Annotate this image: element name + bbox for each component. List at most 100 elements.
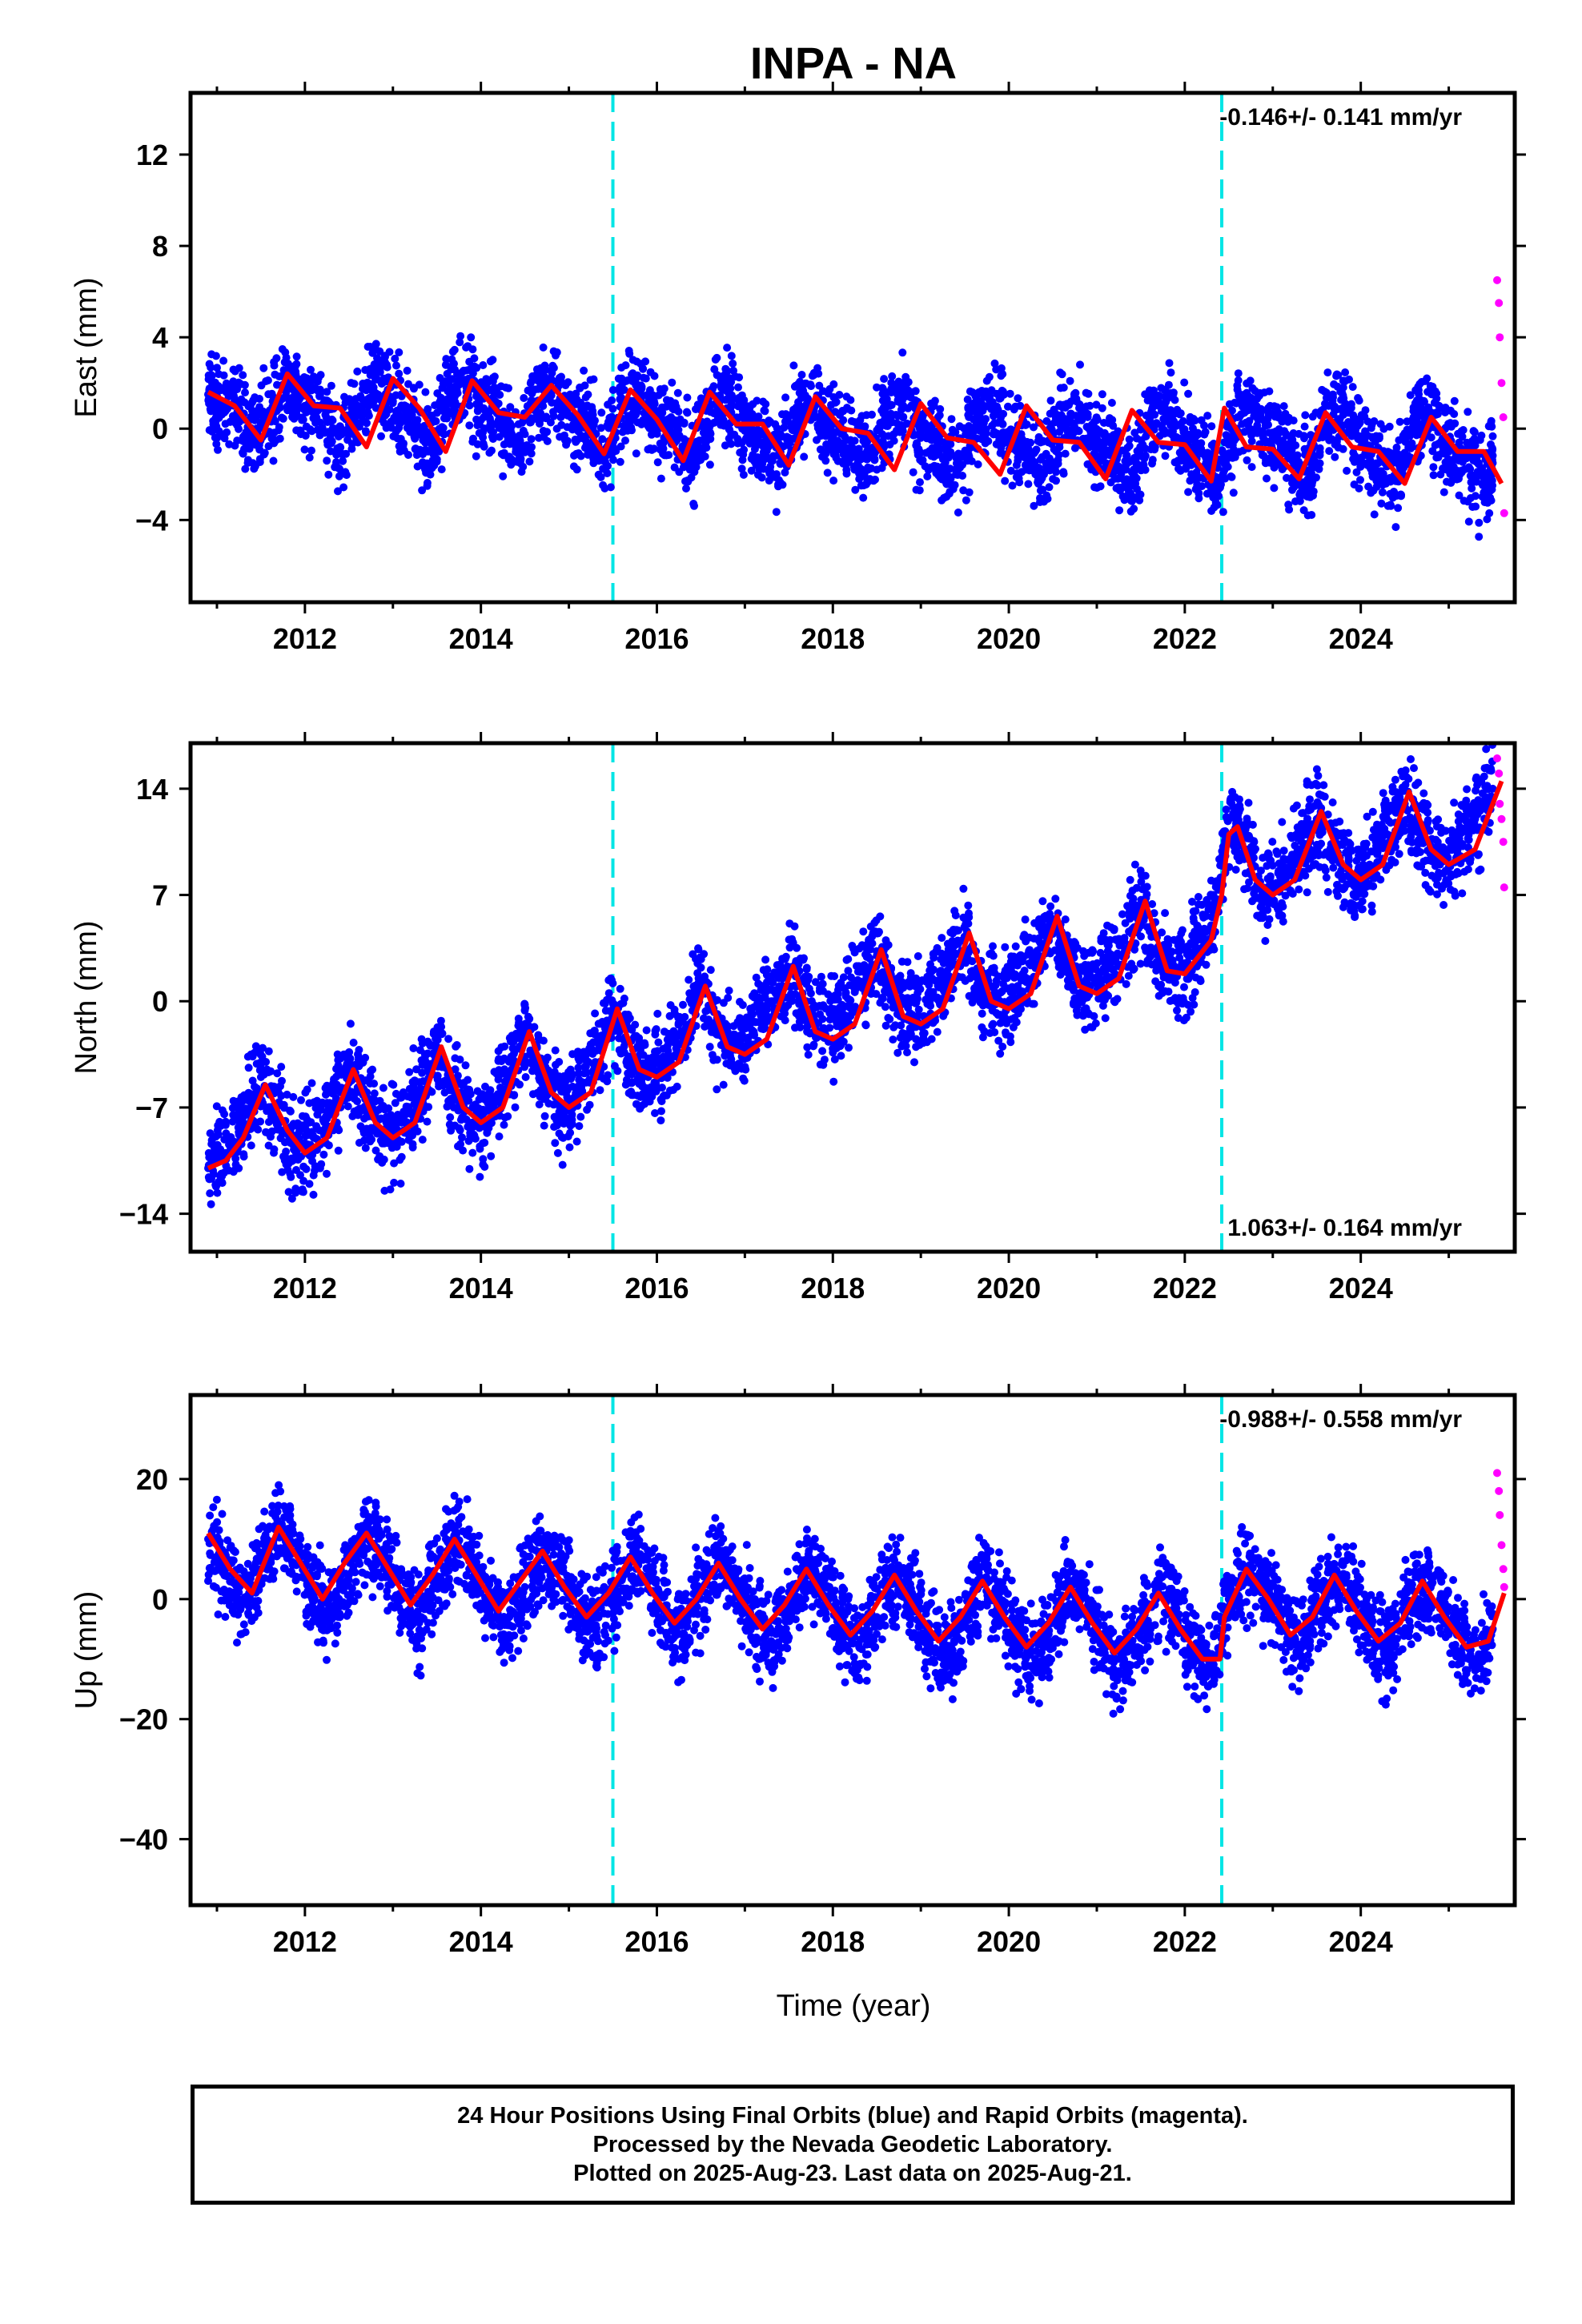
final-orbit-point bbox=[597, 408, 606, 417]
x-tick-label: 2024 bbox=[1329, 1272, 1393, 1305]
final-orbit-point bbox=[343, 436, 352, 444]
final-orbit-point bbox=[915, 486, 924, 495]
x-tick-label: 2022 bbox=[1153, 622, 1217, 655]
final-orbit-point bbox=[1022, 444, 1031, 453]
final-orbit-point bbox=[387, 1111, 396, 1120]
final-orbit-point bbox=[377, 432, 385, 440]
final-orbit-point bbox=[1339, 411, 1347, 420]
final-orbit-point bbox=[334, 487, 342, 496]
final-orbit-point bbox=[1396, 490, 1405, 499]
final-orbit-point bbox=[1315, 459, 1324, 468]
final-orbit-point bbox=[403, 366, 412, 375]
final-orbit-point bbox=[255, 403, 264, 412]
final-orbit-point bbox=[1142, 432, 1150, 440]
final-orbit-point bbox=[409, 1044, 418, 1052]
final-orbit-point bbox=[962, 430, 970, 439]
final-orbit-point bbox=[970, 415, 978, 424]
final-orbit-point bbox=[1296, 489, 1304, 497]
final-orbit-point bbox=[1395, 436, 1403, 444]
final-orbit-point bbox=[1122, 451, 1131, 460]
final-orbit-point bbox=[426, 470, 435, 479]
final-orbit-point bbox=[1288, 479, 1296, 488]
final-orbit-point bbox=[1203, 459, 1212, 468]
final-orbit-point bbox=[483, 379, 492, 388]
final-orbit-point bbox=[934, 443, 943, 452]
final-orbit-point bbox=[355, 1139, 363, 1147]
final-orbit-point bbox=[1220, 460, 1229, 468]
final-orbit-point bbox=[229, 1137, 238, 1146]
final-orbit-point bbox=[1330, 380, 1339, 388]
final-orbit-point bbox=[632, 449, 640, 458]
final-orbit-point bbox=[207, 1200, 215, 1208]
final-orbit-point bbox=[287, 1156, 296, 1165]
final-orbit-point bbox=[1387, 501, 1395, 510]
final-orbit-point bbox=[913, 448, 922, 456]
y-tick-label: 7 bbox=[152, 879, 168, 912]
rapid-orbit-point bbox=[1497, 379, 1506, 388]
final-orbit-point bbox=[288, 385, 297, 393]
final-orbit-point bbox=[1096, 482, 1105, 491]
final-orbit-point bbox=[300, 401, 309, 410]
final-orbit-point bbox=[673, 388, 682, 397]
final-orbit-point bbox=[1197, 439, 1206, 448]
final-orbit-point bbox=[268, 1112, 277, 1120]
final-orbit-point bbox=[326, 447, 335, 456]
final-orbit-point bbox=[584, 390, 592, 399]
final-orbit-point bbox=[506, 434, 515, 442]
final-orbit-point bbox=[273, 1069, 282, 1078]
final-orbit-point bbox=[476, 404, 485, 412]
final-orbit-point bbox=[729, 360, 737, 368]
rate-label: -0.146+/- 0.141 mm/yr bbox=[1219, 104, 1462, 131]
final-orbit-point bbox=[512, 444, 520, 453]
final-orbit-point bbox=[514, 439, 522, 448]
final-orbit-point bbox=[334, 1061, 343, 1070]
final-orbit-point bbox=[903, 420, 912, 428]
final-orbit-point bbox=[542, 414, 551, 423]
final-orbit-point bbox=[527, 435, 536, 444]
final-orbit-point bbox=[742, 433, 751, 442]
final-orbit-point bbox=[213, 1188, 222, 1197]
final-orbit-point bbox=[520, 394, 528, 402]
final-orbit-point bbox=[859, 493, 868, 502]
final-orbit-point bbox=[624, 347, 633, 355]
final-orbit-point bbox=[739, 450, 748, 459]
final-orbit-point bbox=[468, 437, 477, 446]
final-orbit-point bbox=[577, 432, 586, 440]
final-orbit-point bbox=[350, 380, 359, 388]
final-orbit-point bbox=[302, 422, 311, 431]
final-orbit-point bbox=[1323, 392, 1332, 401]
final-orbit-point bbox=[215, 1117, 224, 1126]
final-orbit-point bbox=[1117, 469, 1126, 478]
final-orbit-point bbox=[1251, 411, 1259, 420]
final-orbit-point bbox=[436, 374, 444, 382]
final-orbit-point bbox=[816, 427, 825, 436]
final-orbit-point bbox=[726, 384, 735, 392]
final-orbit-point bbox=[1134, 463, 1142, 472]
final-orbit-point bbox=[370, 1089, 379, 1098]
final-orbit-point bbox=[1278, 465, 1287, 473]
x-tick-label: 2020 bbox=[977, 622, 1041, 655]
final-orbit-point bbox=[362, 386, 371, 395]
final-orbit-point bbox=[945, 489, 954, 498]
final-orbit-point bbox=[693, 437, 701, 446]
final-orbit-point bbox=[947, 415, 956, 424]
final-orbit-point bbox=[1181, 456, 1190, 465]
y-tick-label: 4 bbox=[152, 321, 168, 354]
final-orbit-point bbox=[1377, 499, 1386, 508]
final-orbit-point bbox=[1150, 443, 1159, 451]
final-orbit-point bbox=[1247, 463, 1256, 472]
final-orbit-point bbox=[406, 413, 415, 421]
final-orbit-point bbox=[421, 388, 430, 396]
final-orbit-point bbox=[1011, 402, 1020, 411]
final-orbit-point bbox=[343, 1102, 352, 1111]
final-orbit-point bbox=[874, 424, 883, 432]
final-orbit-point bbox=[490, 384, 499, 392]
final-orbit-point bbox=[783, 436, 792, 444]
final-orbit-point bbox=[1468, 484, 1476, 493]
final-orbit-point bbox=[298, 1112, 307, 1120]
final-orbit-point bbox=[1459, 426, 1468, 434]
final-orbit-point bbox=[1379, 480, 1387, 489]
final-orbit-point bbox=[1014, 450, 1023, 459]
final-orbit-point bbox=[549, 412, 558, 420]
final-orbit-point bbox=[1030, 464, 1038, 472]
